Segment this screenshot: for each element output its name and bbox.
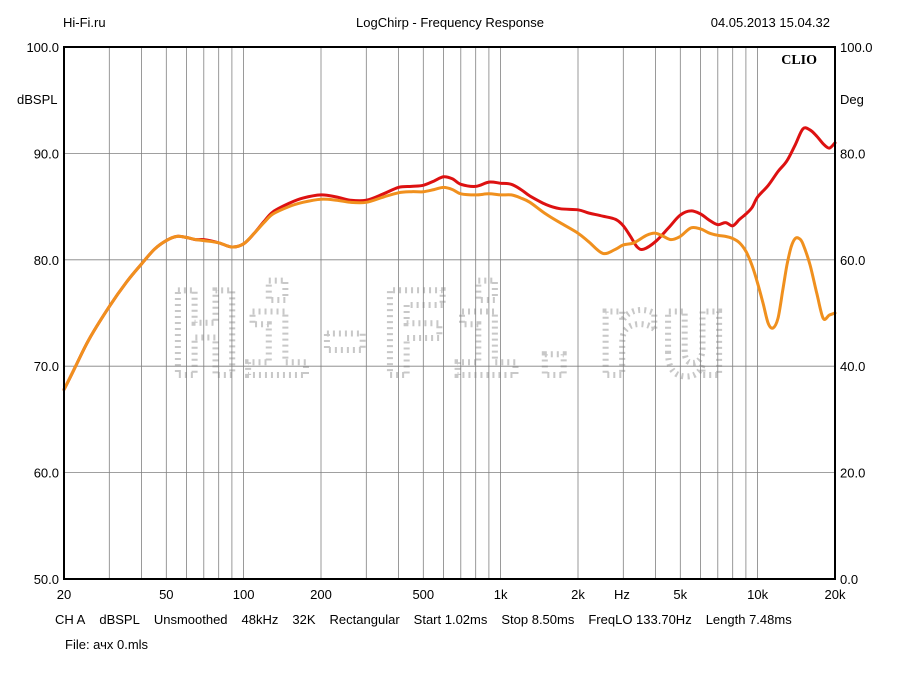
setting-item: Length 7.48ms	[705, 612, 792, 627]
x-tick-label: 1k	[494, 587, 508, 602]
setting-item: FreqLO 133.70Hz	[588, 612, 692, 627]
plot-frame	[63, 46, 836, 580]
x-tick-label: 50	[159, 587, 173, 602]
measurement-settings: CH A dBSPL Unsmoothed 48kHz 32K Rectangular St…	[55, 612, 806, 627]
x-unit-label: Hz	[614, 587, 630, 602]
axis-ticks: 20 50 100 200 500 1k 2k 5k 10k 20k 50.0 60.0 70.0 80.…	[26, 40, 872, 602]
x-tick-label: 20	[57, 587, 71, 602]
frequency-response-chart: Hi-Fi.ru 20 50 100 200 500 1k 2k 5k 10k 20k 50.0 60…	[17, 40, 873, 602]
header-source: Hi-Fi.ru	[63, 15, 106, 30]
y-tick-label: 90.0	[34, 146, 59, 161]
chart-title: LogChirp - Frequency Response	[356, 15, 544, 30]
y2-tick-label: 60.0	[840, 253, 865, 268]
y-tick-label: 70.0	[34, 359, 59, 374]
file-name: File: ачх 0.mls	[65, 637, 149, 652]
y2-tick-label: 100.0	[840, 40, 873, 55]
chart-grid	[64, 47, 835, 579]
x-tick-label: 100	[233, 587, 255, 602]
y-axis-label: dBSPL	[17, 92, 57, 107]
y-tick-label: 60.0	[34, 466, 59, 481]
y-tick-label: 80.0	[34, 253, 59, 268]
x-tick-label: 5k	[673, 587, 687, 602]
x-tick-label: 10k	[747, 587, 768, 602]
clio-brand-label: CLIO	[781, 53, 817, 68]
series-line-orange	[62, 185, 837, 392]
setting-item: Rectangular	[329, 612, 400, 627]
setting-item: 48kHz	[241, 612, 279, 627]
y2-tick-label: 20.0	[840, 466, 865, 481]
setting-item: CH A	[55, 612, 86, 627]
y2-axis-label: Deg	[840, 92, 864, 107]
y-tick-label: 100.0	[26, 40, 59, 55]
x-tick-label: 2k	[571, 587, 585, 602]
setting-item: 32K	[292, 612, 316, 627]
header-timestamp: 04.05.2013 15.04.32	[710, 15, 830, 30]
watermark: Hi-Fi.ru	[167, 265, 732, 406]
setting-item: dBSPL	[99, 612, 140, 627]
y2-tick-label: 40.0	[840, 359, 865, 374]
y-tick-label: 50.0	[34, 572, 59, 587]
series-layer	[62, 126, 837, 392]
setting-item: Start 1.02ms	[413, 612, 488, 627]
watermark-text: Hi-Fi.ru	[170, 268, 729, 403]
setting-item: Stop 8.50ms	[501, 612, 575, 627]
x-tick-label: 500	[412, 587, 434, 602]
x-tick-label: 20k	[825, 587, 846, 602]
x-tick-label: 200	[310, 587, 332, 602]
y2-tick-label: 80.0	[840, 146, 865, 161]
setting-item: Unsmoothed	[153, 612, 228, 627]
y2-tick-label: 0.0	[840, 572, 858, 587]
